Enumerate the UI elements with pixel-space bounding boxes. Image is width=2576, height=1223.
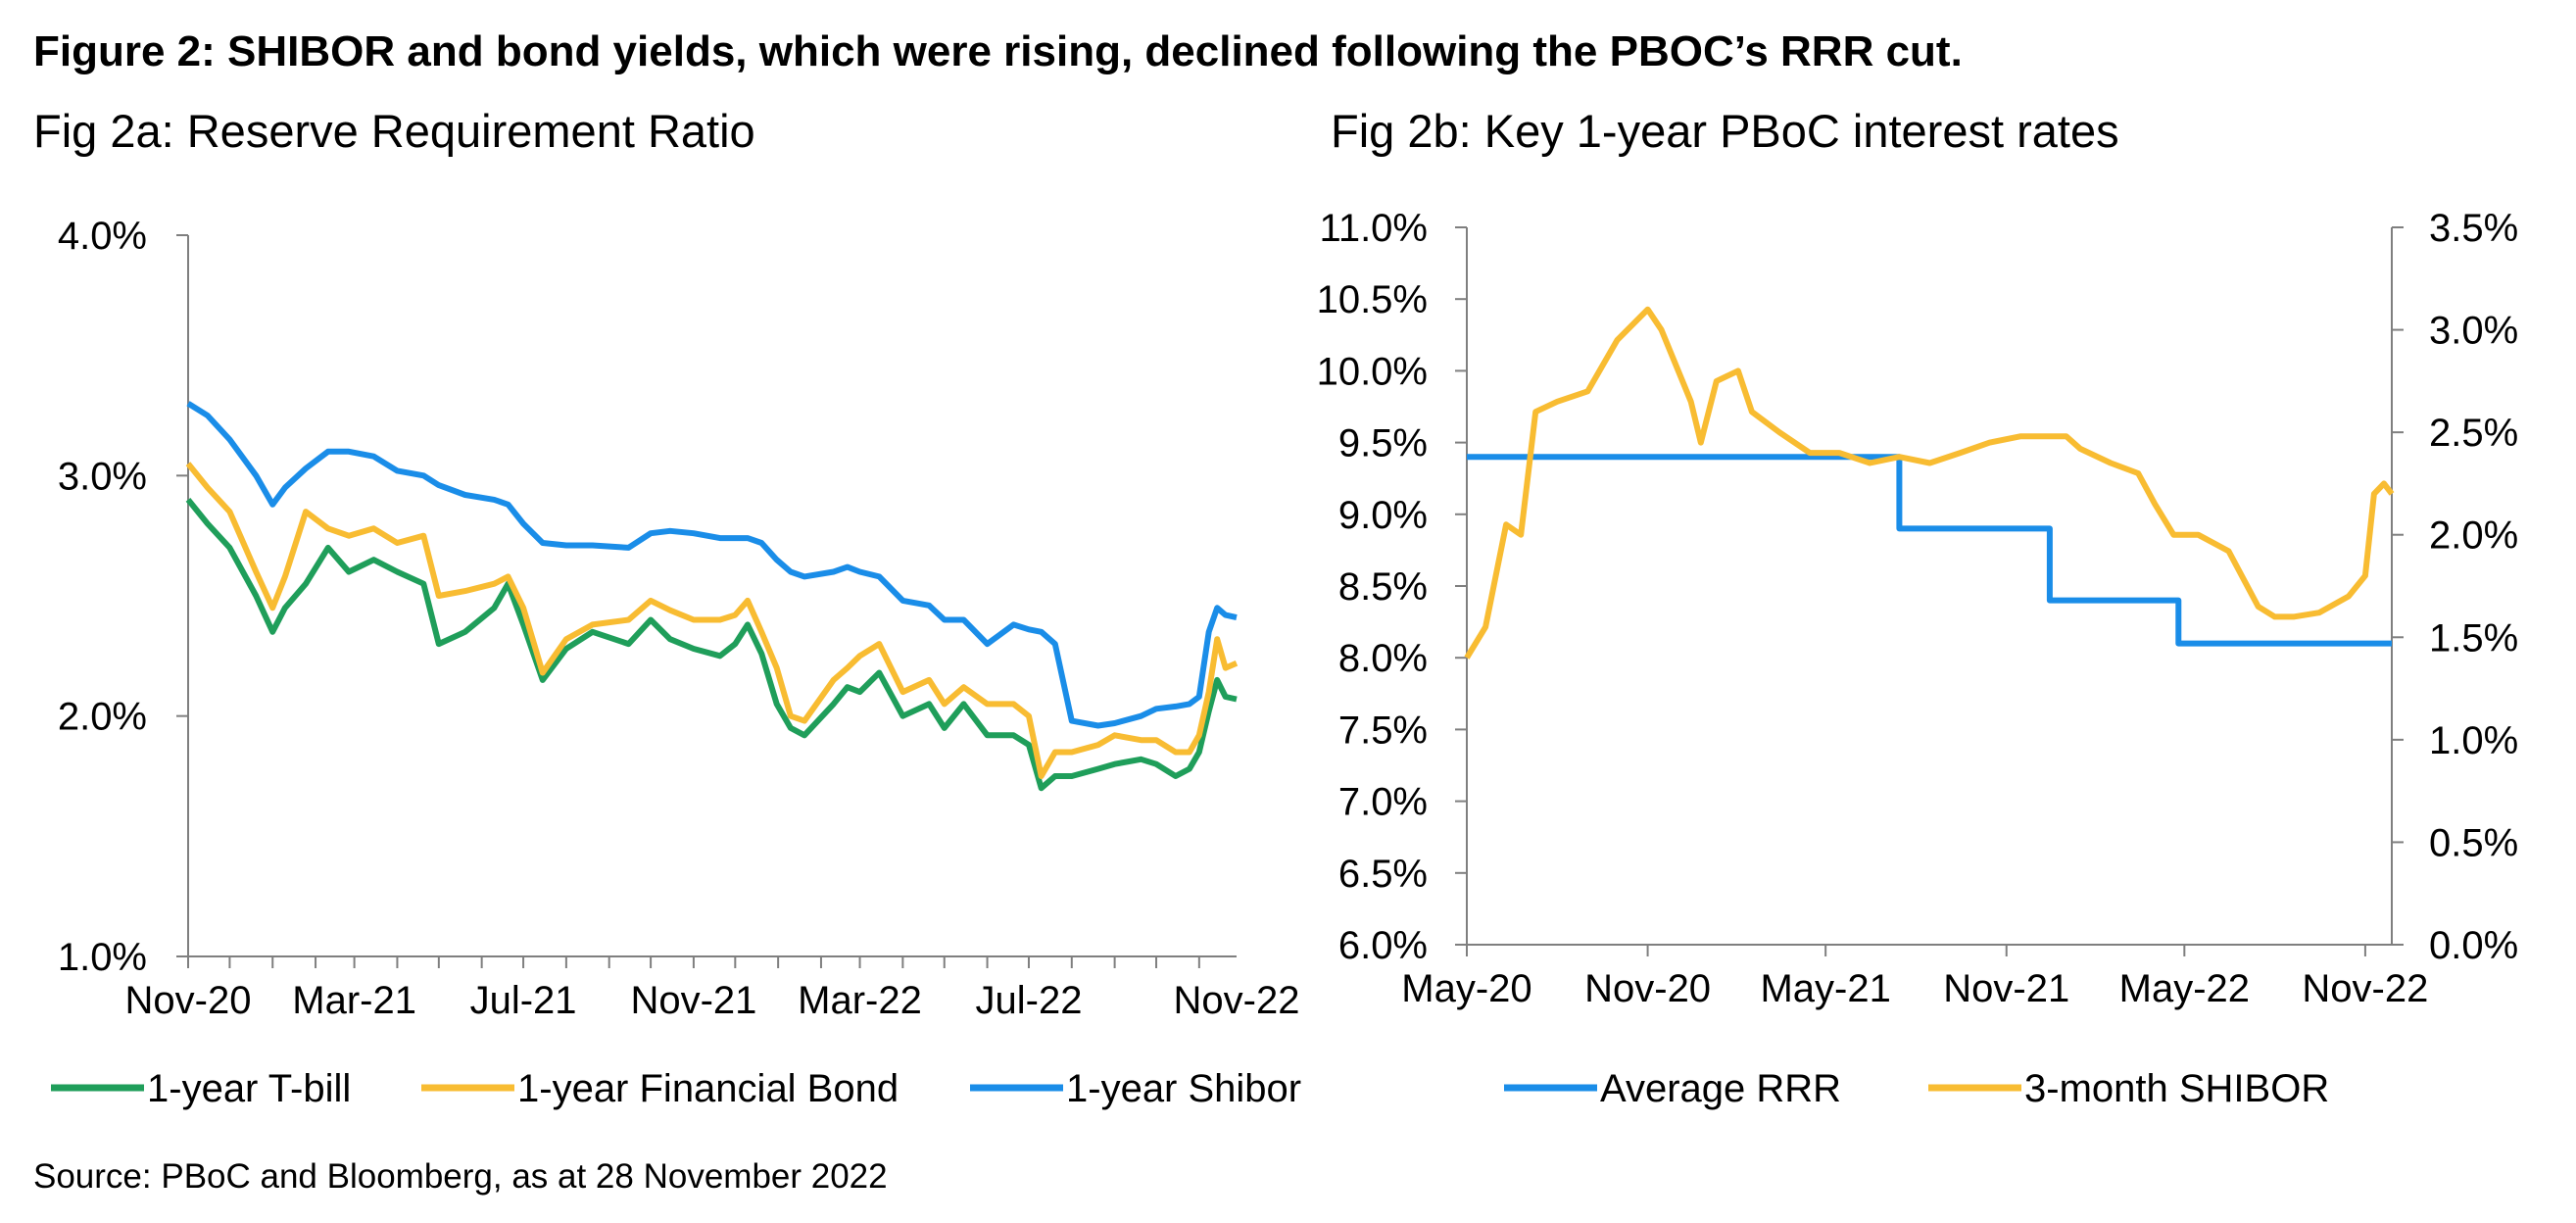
figure-title: Figure 2: SHIBOR and bond yields, which … <box>33 27 1963 75</box>
chart-a-legend-label: 1-year Financial Bond <box>517 1067 899 1110</box>
chart-b-y-right-tick-label: 1.0% <box>2429 719 2518 762</box>
chart-a-y-tick-label: 4.0% <box>58 215 147 258</box>
chart-b-series-line <box>1464 306 2395 660</box>
chart-a-legend-label: 1-year Shibor <box>1066 1067 1301 1110</box>
chart-b-x-tick-label: Nov-20 <box>1584 967 1711 1010</box>
chart-b-y-right-tick-label: 0.0% <box>2429 924 2518 967</box>
chart-b-y-left-tick-label: 10.0% <box>1317 350 1428 393</box>
chart-b-y-left-tick-label: 10.5% <box>1317 278 1428 321</box>
source-note: Source: PBoC and Bloomberg, as at 28 Nov… <box>33 1157 888 1196</box>
chart-a-series-line <box>185 462 1239 779</box>
chart-a-legend-label: 1-year T-bill <box>147 1067 351 1110</box>
chart-b-y-left-tick-label: 7.5% <box>1338 709 1428 752</box>
chart-a-title: Fig 2a: Reserve Requirement Ratio <box>33 105 755 157</box>
chart-b-y-right-tick-label: 3.5% <box>2429 207 2518 250</box>
chart-b-title: Fig 2b: Key 1-year PBoC interest rates <box>1331 105 2119 157</box>
chart-b-y-left-tick-label: 6.0% <box>1338 924 1428 967</box>
chart-b-legend-label: Average RRR <box>1600 1067 1841 1110</box>
chart-b-y-right-tick-label: 1.5% <box>2429 616 2518 660</box>
chart-b-y-right-tick-label: 3.0% <box>2429 310 2518 353</box>
chart-a-x-tick-label: Nov-20 <box>125 979 252 1022</box>
chart-b-x-tick-label: Nov-21 <box>1943 967 2069 1010</box>
chart-b-y-left-tick-label: 9.0% <box>1338 494 1428 537</box>
chart-b-y-left-tick-label: 11.0% <box>1320 207 1428 250</box>
chart-b-x-tick-label: May-20 <box>1401 967 1531 1010</box>
chart-b-y-left-tick-label: 8.5% <box>1338 565 1428 609</box>
chart-a-x-tick-label: Nov-22 <box>1174 979 1300 1022</box>
chart-b-y-left-tick-label: 8.0% <box>1338 637 1428 680</box>
chart-b-x-tick-label: Nov-22 <box>2302 967 2428 1010</box>
chart-a-series-line <box>185 498 1238 792</box>
chart-b-legend-label: 3-month SHIBOR <box>2024 1067 2329 1110</box>
chart-a-x-tick-label: Nov-21 <box>630 979 756 1022</box>
chart-b-x-tick-label: May-21 <box>1760 967 1890 1010</box>
chart-a-x-tick-label: Mar-21 <box>292 979 416 1022</box>
chart-a-y-tick-label: 2.0% <box>58 696 147 739</box>
chart-b-y-right-tick-label: 0.5% <box>2429 821 2518 864</box>
chart-a-x-tick-label: Jul-22 <box>976 979 1083 1022</box>
chart-b-series-line <box>1467 454 2392 647</box>
chart-a-x-tick-label: Mar-22 <box>798 979 922 1022</box>
chart-b-x-tick-label: May-22 <box>2119 967 2250 1010</box>
chart-b-y-right-tick-label: 2.0% <box>2429 514 2518 558</box>
chart-b-y-left-tick-label: 6.5% <box>1338 853 1428 896</box>
chart-a-y-tick-label: 3.0% <box>58 455 147 498</box>
chart-a-series-line <box>186 401 1238 729</box>
chart-a-y-tick-label: 1.0% <box>58 936 147 979</box>
chart-b-y-right-tick-label: 2.5% <box>2429 412 2518 455</box>
chart-a-x-tick-label: Jul-21 <box>470 979 577 1022</box>
chart-b-y-left-tick-label: 7.0% <box>1338 781 1428 824</box>
chart-b-y-left-tick-label: 9.5% <box>1338 422 1428 465</box>
